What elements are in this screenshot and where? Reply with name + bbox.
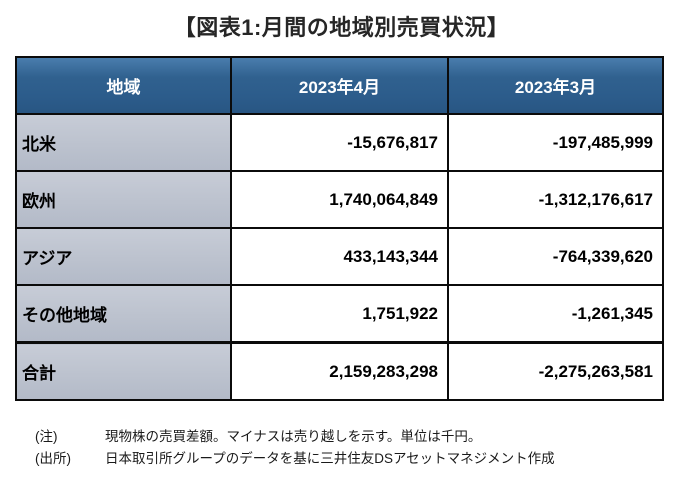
table-row: アジア 433,143,344 -764,339,620 <box>15 227 664 286</box>
value-cell-march: -1,261,345 <box>447 284 664 344</box>
table-row: その他地域 1,751,922 -1,261,345 <box>15 284 664 344</box>
note-text: 現物株の売買差額。マイナスは売り越しを示す。単位は千円。 <box>105 429 482 444</box>
table-header-row: 地域 2023年4月 2023年3月 <box>15 56 664 115</box>
value-cell-april-total: 2,159,283,298 <box>230 341 449 401</box>
region-cell: 北米 <box>15 113 232 172</box>
table-row: 北米 -15,676,817 -197,485,999 <box>15 113 664 172</box>
header-cell-region: 地域 <box>15 56 232 115</box>
note-label: (注) <box>35 429 58 444</box>
footnotes: (注) 現物株の売買差額。マイナスは売り越しを示す。単位は千円。 (出所) 日本… <box>35 426 555 470</box>
header-cell-march-2023: 2023年3月 <box>447 56 664 115</box>
table-row: 欧州 1,740,064,849 -1,312,176,617 <box>15 170 664 229</box>
region-cell: アジア <box>15 227 232 286</box>
value-cell-april: 1,740,064,849 <box>230 170 449 229</box>
region-cell: 欧州 <box>15 170 232 229</box>
value-cell-march: -197,485,999 <box>447 113 664 172</box>
header-cell-april-2023: 2023年4月 <box>230 56 449 115</box>
regional-trading-table: 地域 2023年4月 2023年3月 北米 -15,676,817 -197,4… <box>15 56 664 401</box>
note-line: (注) 現物株の売買差額。マイナスは売り越しを示す。単位は千円。 <box>35 426 555 448</box>
source-text: 日本取引所グループのデータを基に三井住友DSアセットマネジメント作成 <box>105 451 555 466</box>
source-line: (出所) 日本取引所グループのデータを基に三井住友DSアセットマネジメント作成 <box>35 448 555 470</box>
value-cell-march-total: -2,275,263,581 <box>447 341 664 401</box>
region-cell-total: 合計 <box>15 341 232 401</box>
source-label: (出所) <box>35 451 71 466</box>
value-cell-march: -1,312,176,617 <box>447 170 664 229</box>
value-cell-april: -15,676,817 <box>230 113 449 172</box>
table-row-total: 合計 2,159,283,298 -2,275,263,581 <box>15 341 664 401</box>
value-cell-april: 433,143,344 <box>230 227 449 286</box>
value-cell-april: 1,751,922 <box>230 284 449 344</box>
page-title: 【図表1:月間の地域別売買状況】 <box>173 15 510 40</box>
region-cell: その他地域 <box>15 284 232 344</box>
value-cell-march: -764,339,620 <box>447 227 664 286</box>
